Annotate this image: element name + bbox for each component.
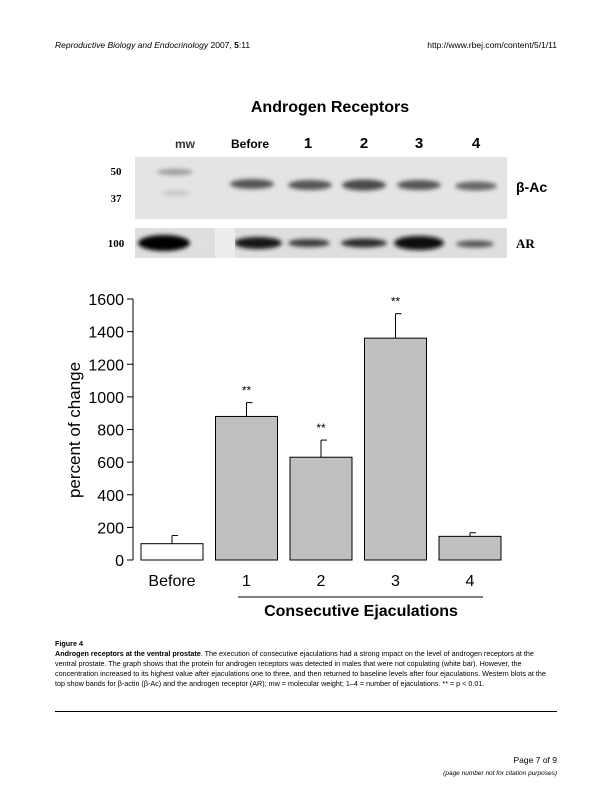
bar <box>364 337 427 561</box>
band-label-ar: AR <box>516 236 535 251</box>
blot-lane-label: 3 <box>415 135 423 152</box>
ar-band-4 <box>456 240 494 248</box>
page-number-note: (page number not for citation purposes) <box>443 770 557 777</box>
blot-lane-label: mw <box>175 137 196 151</box>
significance-marker: ** <box>316 421 326 435</box>
caption-text: . The execution of consecutive ejaculati… <box>55 649 546 688</box>
bar <box>289 456 353 561</box>
x-tick-label: 2 <box>317 573 326 590</box>
figure-label: Figure 4 <box>55 639 83 648</box>
significance-marker: ** <box>242 384 252 398</box>
significance-marker: ** <box>391 295 401 309</box>
bars: ** ** ** <box>140 295 502 561</box>
caption-title: Androgen receptors at the ventral prosta… <box>55 649 201 658</box>
blot-lane-labels: mw Before 1 2 3 4 <box>175 135 481 152</box>
y-tick-label: 1400 <box>88 325 124 342</box>
mw-band-37 <box>162 191 190 195</box>
page-number: Page 7 of 9 <box>513 755 557 765</box>
mw-marker-50: 50 <box>111 166 123 178</box>
x-tick-label: 1 <box>242 573 251 590</box>
x-tick-labels: Before 1 2 3 4 <box>148 573 474 590</box>
y-tick-label: 600 <box>97 455 124 472</box>
running-header-journal: Reproductive Biology and Endocrinology 2… <box>55 40 250 50</box>
blot-title: Androgen Receptors <box>251 99 409 116</box>
running-header-url[interactable]: http://www.rbej.com/content/5/1/11 <box>427 40 557 50</box>
y-tick-label: 200 <box>97 520 124 537</box>
mw-marker-37: 37 <box>111 193 123 205</box>
blot-bands <box>138 169 497 251</box>
article-number: :11 <box>238 40 251 50</box>
actin-band-before <box>230 179 274 189</box>
x-tick-label: Before <box>148 573 195 590</box>
actin-band-4 <box>455 181 497 191</box>
y-tick-label: 0 <box>115 553 124 570</box>
ar-band-1 <box>288 239 330 247</box>
bar <box>438 535 502 561</box>
ar-band-before <box>234 237 282 249</box>
mw-marker-100: 100 <box>108 238 125 250</box>
blot-ar-gap <box>215 228 235 258</box>
journal-year: 2007, <box>210 40 232 50</box>
ar-band-2 <box>341 238 387 248</box>
y-tick-label: 1200 <box>88 357 124 374</box>
figure-caption: Figure 4 Androgen receptors at the ventra… <box>55 639 557 689</box>
figure-4: Androgen Receptors mw Before 1 2 3 4 50 37 10… <box>65 99 547 620</box>
bar <box>215 415 278 561</box>
band-label-actin: β-Ac <box>516 179 547 195</box>
y-tick-label: 1000 <box>88 390 124 407</box>
ar-band-mw <box>138 235 190 251</box>
y-tick-label: 1600 <box>88 292 124 309</box>
actin-band-1 <box>288 180 332 190</box>
caption-rule <box>55 711 557 712</box>
y-axis-label: percent of change <box>65 362 84 498</box>
x-axis-label: Consecutive Ejaculations <box>264 603 458 620</box>
actin-band-2 <box>342 179 386 191</box>
bar-chart: 0 200 400 600 800 1000 1200 1400 1600 ** ** ** Bef… <box>65 292 502 620</box>
y-ticks: 0 200 400 600 800 1000 1200 1400 1600 <box>88 292 133 570</box>
x-tick-label: 4 <box>466 573 475 590</box>
x-tick-label: 3 <box>391 573 400 590</box>
journal-name: Reproductive Biology and Endocrinology <box>55 40 209 50</box>
blot-lane-label: 1 <box>304 135 312 152</box>
y-tick-label: 800 <box>97 423 124 440</box>
actin-band-3 <box>397 180 441 190</box>
y-tick-label: 400 <box>97 488 124 505</box>
bar <box>140 543 204 561</box>
blot-lane-label: 2 <box>360 135 368 152</box>
journal-volume: 5 <box>234 40 239 50</box>
blot-lane-label: 4 <box>472 135 481 152</box>
blot-lane-label: Before <box>231 137 269 151</box>
mw-band-50 <box>157 169 193 175</box>
ar-band-3 <box>394 236 444 250</box>
